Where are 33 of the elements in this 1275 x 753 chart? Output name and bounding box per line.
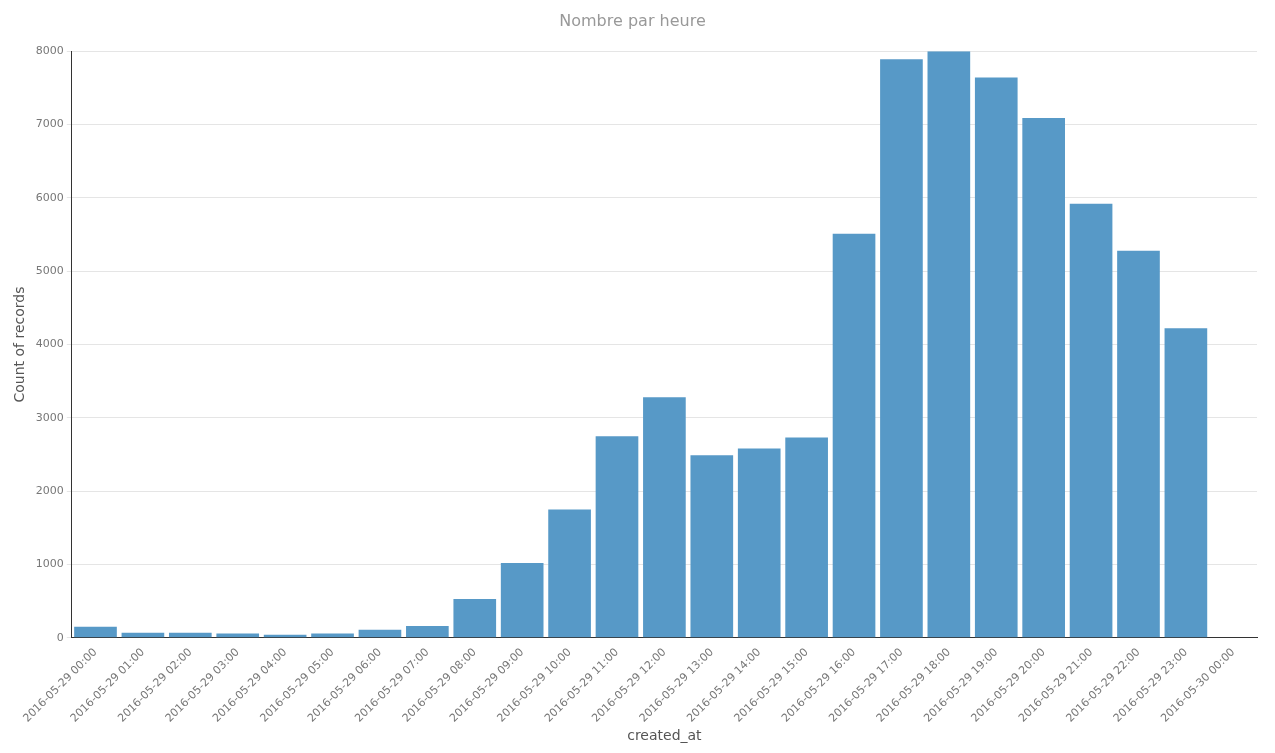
y-tick-label: 8000 — [35, 44, 64, 58]
y-tick-label: 5000 — [35, 264, 64, 278]
bar — [500, 562, 544, 638]
y-tick-label: 1000 — [35, 557, 64, 571]
y-tick-label: 6000 — [35, 190, 64, 204]
y-tick-label: 2000 — [35, 483, 64, 497]
y-tick-label: 3000 — [35, 410, 64, 424]
bar — [311, 633, 354, 638]
bar — [974, 77, 1018, 638]
bar — [1164, 328, 1208, 638]
bar — [406, 626, 449, 638]
bar — [1117, 250, 1160, 638]
bar — [1022, 117, 1065, 638]
bar — [74, 626, 117, 638]
bar — [785, 437, 828, 638]
bar — [880, 59, 923, 638]
x-axis-title: created_at — [627, 727, 703, 744]
y-axis-title: Count of records — [11, 286, 28, 403]
bar — [548, 509, 591, 638]
bar — [643, 397, 686, 638]
y-tick-label: 4000 — [35, 337, 64, 351]
y-tick-label: 7000 — [35, 117, 64, 131]
bar — [1069, 203, 1113, 638]
bar — [927, 51, 971, 638]
bar — [595, 436, 639, 638]
bar — [737, 448, 781, 638]
bar — [453, 598, 497, 638]
y-tick-label: 0 — [56, 630, 64, 644]
chart-title: Nombre par heure — [559, 10, 706, 30]
bar — [832, 233, 876, 638]
bar — [690, 455, 734, 638]
bar — [216, 633, 260, 638]
bar — [358, 629, 402, 638]
